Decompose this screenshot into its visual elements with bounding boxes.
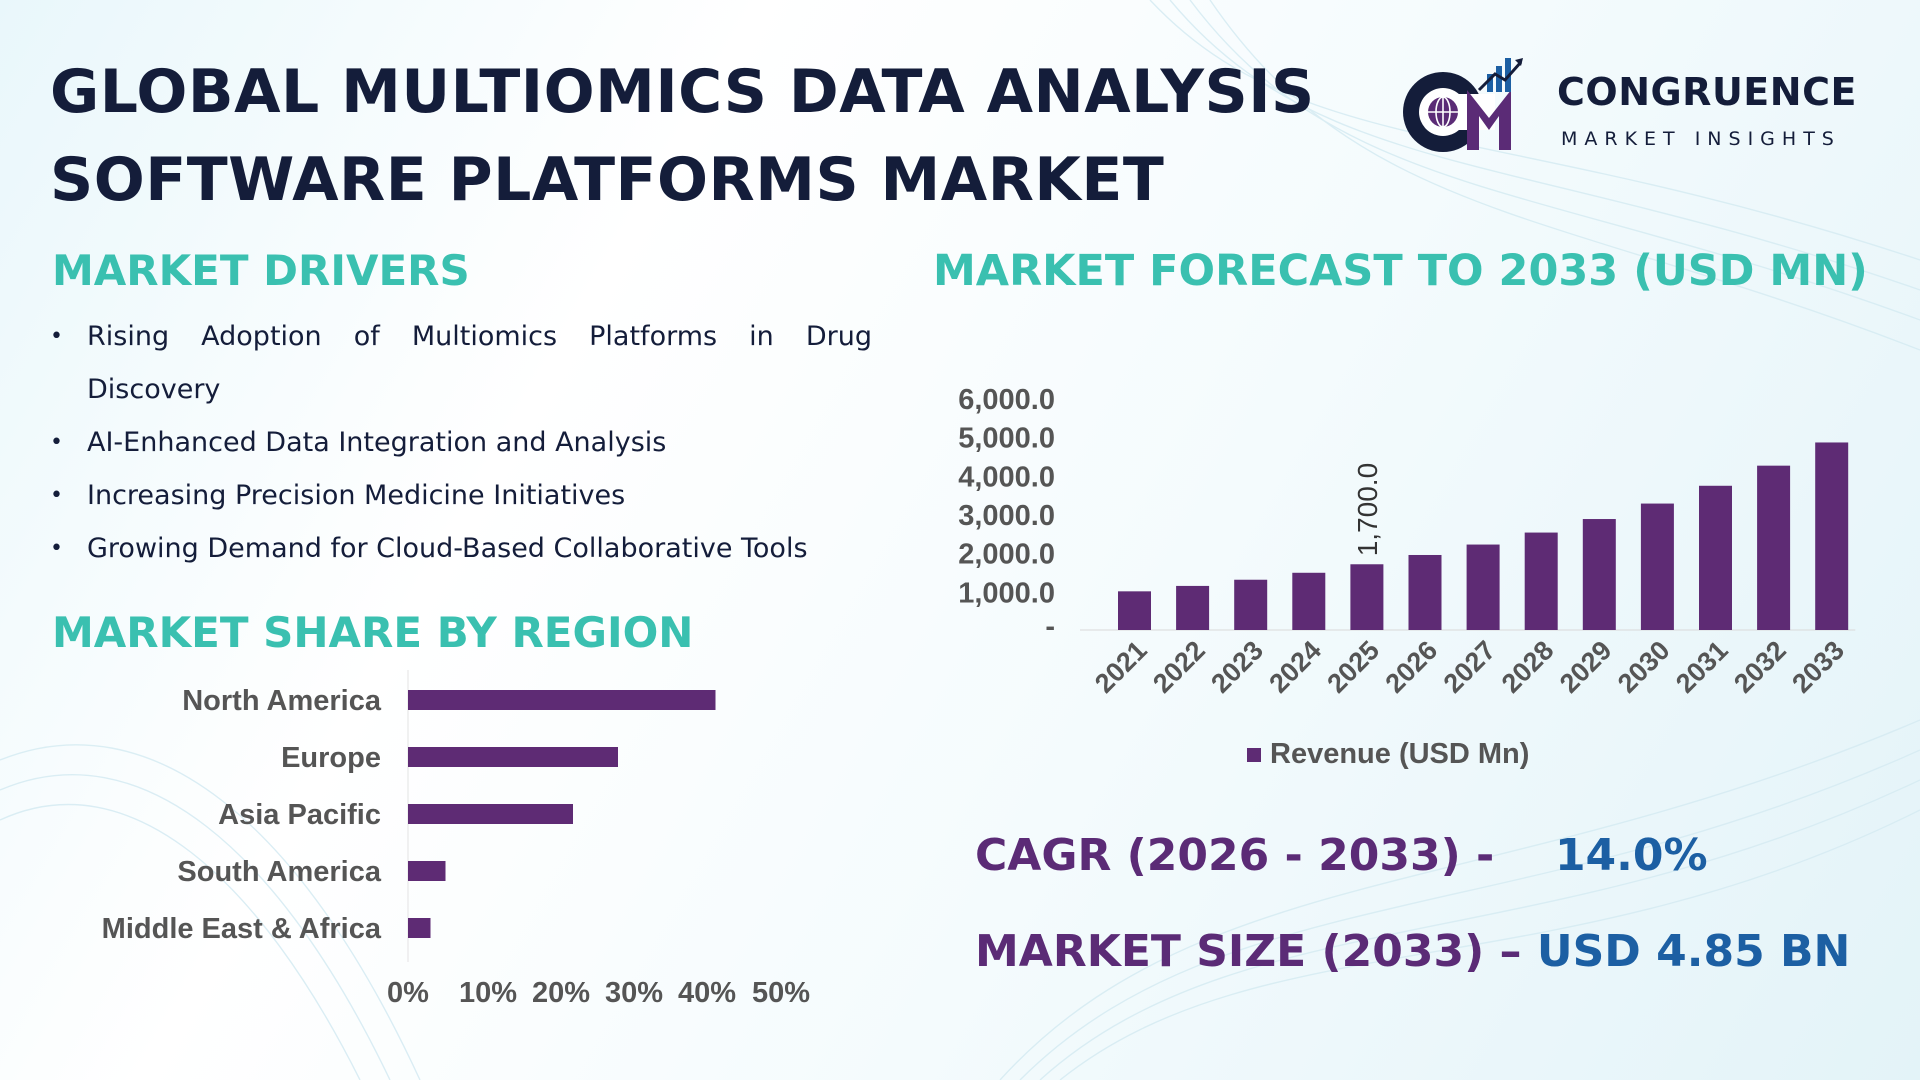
region-bar <box>408 861 446 881</box>
cagr-value: 14.0% <box>1554 830 1708 881</box>
company-logo: CONGRUENCE MARKET INSIGHTS <box>1395 50 1885 160</box>
region-bar <box>408 804 573 824</box>
market-size-value: USD 4.85 BN <box>1536 926 1851 977</box>
forecast-x-tick-label: 2033 <box>1786 635 1850 699</box>
region-tick-label: 30% <box>605 977 663 1009</box>
region-category-label: Asia Pacific <box>218 799 381 831</box>
forecast-bar <box>1176 585 1210 630</box>
forecast-bar <box>1582 519 1616 630</box>
region-tick-label: 40% <box>678 977 736 1009</box>
forecast-heading: MARKET FORECAST TO 2033 (USD MN) <box>933 246 1868 296</box>
forecast-bar <box>1350 564 1384 630</box>
forecast-x-tick-label: 2027 <box>1438 635 1502 699</box>
forecast-y-tick-label: 2,000.0 <box>958 539 1055 571</box>
region-heading: MARKET SHARE BY REGION <box>52 608 694 657</box>
driver-item: Growing Demand for Cloud-Based Collabora… <box>50 522 872 575</box>
region-bar <box>408 690 716 710</box>
logo-name: CONGRUENCE <box>1557 70 1857 114</box>
forecast-x-tick-label: 2022 <box>1147 635 1211 699</box>
forecast-y-tick-label: 5,000.0 <box>958 423 1055 455</box>
region-category-label: North America <box>182 685 382 717</box>
region-tick-label: 20% <box>532 977 590 1009</box>
forecast-y-tick-label: 6,000.0 <box>958 384 1055 416</box>
region-category-label: Europe <box>281 742 381 774</box>
cagr-label: CAGR (2026 - 2033) - <box>975 830 1495 881</box>
drivers-list: Rising Adoption of Multiomics Platforms … <box>50 310 872 575</box>
forecast-y-tick-label: 1,000.0 <box>958 577 1055 609</box>
forecast-x-tick-label: 2024 <box>1263 635 1327 699</box>
forecast-bar <box>1234 579 1268 630</box>
forecast-data-label: 1,700.0 <box>1352 463 1383 556</box>
region-category-label: Middle East & Africa <box>102 913 382 945</box>
forecast-x-tick-label: 2021 <box>1089 635 1153 699</box>
forecast-x-tick-label: 2028 <box>1496 635 1560 699</box>
region-tick-label: 0% <box>387 977 429 1009</box>
driver-item: Rising Adoption of Multiomics Platforms … <box>50 310 872 416</box>
region-tick-label: 10% <box>459 977 517 1009</box>
forecast-bar <box>1640 503 1674 630</box>
forecast-y-tick-label: 4,000.0 <box>958 461 1055 493</box>
forecast-x-tick-label: 2026 <box>1380 635 1444 699</box>
forecast-bar <box>1118 591 1151 630</box>
logo-tagline: MARKET INSIGHTS <box>1561 128 1841 150</box>
page-title: GLOBAL MULTIOMICS DATA ANALYSIS SOFTWARE… <box>50 48 1350 224</box>
logo-mark-icon <box>1403 58 1523 152</box>
market-size-row: MARKET SIZE (2033) – USD 4.85 BN <box>975 926 1850 977</box>
region-category-label: South America <box>177 856 381 888</box>
drivers-heading: MARKET DRIVERS <box>52 246 470 295</box>
forecast-x-tick-label: 2025 <box>1321 635 1385 699</box>
forecast-x-tick-label: 2030 <box>1612 635 1676 699</box>
cagr-row: CAGR (2026 - 2033) - 14.0% <box>975 830 1708 881</box>
forecast-x-tick-label: 2032 <box>1728 635 1792 699</box>
forecast-legend-swatch <box>1247 748 1261 762</box>
forecast-y-tick-label: 3,000.0 <box>958 500 1055 532</box>
forecast-bar <box>1815 442 1849 630</box>
forecast-x-tick-label: 2029 <box>1554 635 1618 699</box>
forecast-bar <box>1408 554 1442 630</box>
forecast-bar <box>1292 572 1326 630</box>
forecast-bar <box>1757 465 1791 630</box>
market-size-label: MARKET SIZE (2033) – <box>975 926 1522 977</box>
region-bar <box>408 918 431 938</box>
forecast-y-tick-label: - <box>1045 611 1055 643</box>
driver-item: Increasing Precision Medicine Initiative… <box>50 469 872 522</box>
region-bar <box>408 747 618 767</box>
forecast-x-tick-label: 2023 <box>1205 635 1269 699</box>
driver-item: AI-Enhanced Data Integration and Analysi… <box>50 416 872 469</box>
forecast-bar <box>1524 532 1558 630</box>
forecast-chart: -1,000.0 2,000.0 3,000.0 4,000.0 5,000.0 6,00… <box>958 384 1856 770</box>
title-line-1: GLOBAL MULTIOMICS DATA ANALYSIS <box>50 57 1315 127</box>
region-tick-label: 50% <box>752 977 810 1009</box>
forecast-bar <box>1699 485 1732 630</box>
title-line-2: SOFTWARE PLATFORMS MARKET <box>50 145 1165 215</box>
forecast-bar <box>1466 544 1500 630</box>
forecast-x-tick-label: 2031 <box>1670 635 1734 699</box>
forecast-legend-label: Revenue (USD Mn) <box>1270 738 1529 770</box>
region-share-chart: North America Europe Asia Pacific South Ame… <box>102 670 810 1009</box>
